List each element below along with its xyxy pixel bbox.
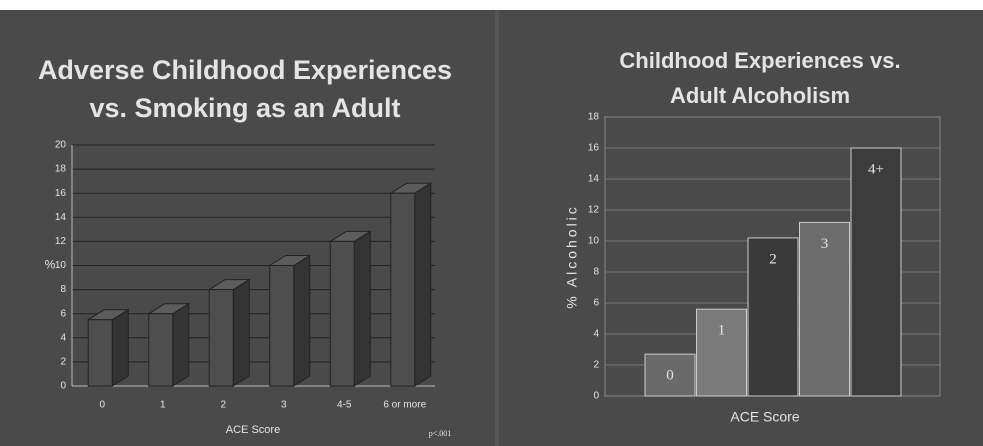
bar-side [293, 254, 311, 387]
x-tick-label: 0 [99, 400, 105, 411]
bar [799, 221, 850, 397]
bar-side [172, 302, 190, 387]
y-tick-label: 8 [60, 284, 66, 295]
bar-label: 2 [769, 251, 777, 267]
bar [208, 289, 234, 387]
annotation: p<.001 [429, 429, 452, 438]
y-axis-label: % [45, 258, 56, 272]
y-tick-label: 2 [60, 357, 66, 368]
y-tick-label: 0 [593, 391, 599, 402]
y-tick-label: 12 [55, 236, 67, 247]
y-tick-label: 2 [593, 360, 599, 371]
x-tick-label: 4-5 [337, 400, 352, 411]
bar [148, 313, 174, 387]
y-tick-label: 18 [55, 164, 67, 175]
x-tick-label: 3 [281, 400, 287, 411]
bar-label: 1 [718, 323, 726, 339]
y-tick-label: 0 [60, 381, 66, 392]
y-tick-label: 16 [55, 188, 67, 199]
divider [495, 10, 499, 446]
chart-title: vs. Smoking as an Adult [89, 93, 400, 123]
y-tick-label: 4 [60, 332, 66, 343]
y-axis-label: % Alcoholic [564, 204, 580, 309]
y-tick-label: 10 [55, 260, 67, 271]
bar [696, 308, 747, 397]
x-axis-label: ACE Score [226, 424, 280, 436]
bar [644, 353, 696, 397]
chart-title: Adverse Childhood Experiences [38, 55, 452, 85]
y-tick-label: 16 [588, 143, 600, 154]
bar [747, 237, 799, 397]
x-tick-label: 6 or more [383, 400, 426, 411]
bar-label: 3 [821, 236, 829, 252]
bar-label: 0 [666, 368, 674, 384]
y-tick-label: 12 [588, 205, 600, 216]
y-tick-label: 14 [588, 174, 600, 185]
x-tick-label: 1 [160, 400, 166, 411]
bar [269, 265, 295, 387]
bar-side [232, 278, 250, 387]
y-tick-label: 8 [593, 267, 599, 278]
x-tick-label: 2 [220, 400, 226, 411]
bar-label: 4+ [868, 161, 884, 177]
bar-side [414, 182, 432, 387]
bar-side [353, 230, 371, 387]
y-tick-label: 6 [60, 308, 66, 319]
bar [87, 319, 113, 387]
y-tick-label: 18 [588, 112, 600, 123]
y-tick-label: 6 [593, 298, 599, 309]
bar [850, 147, 902, 397]
y-tick-label: 14 [55, 212, 67, 223]
bar [329, 240, 355, 387]
bar [390, 192, 416, 387]
chart-title: Adult Alcoholism [670, 83, 850, 108]
y-tick-label: 4 [593, 329, 599, 340]
chart-title: Childhood Experiences vs. [619, 48, 900, 73]
y-tick-label: 20 [55, 140, 67, 151]
bar-side [111, 308, 129, 387]
y-tick-label: 10 [588, 236, 600, 247]
x-axis-label: ACE Score [730, 409, 799, 425]
